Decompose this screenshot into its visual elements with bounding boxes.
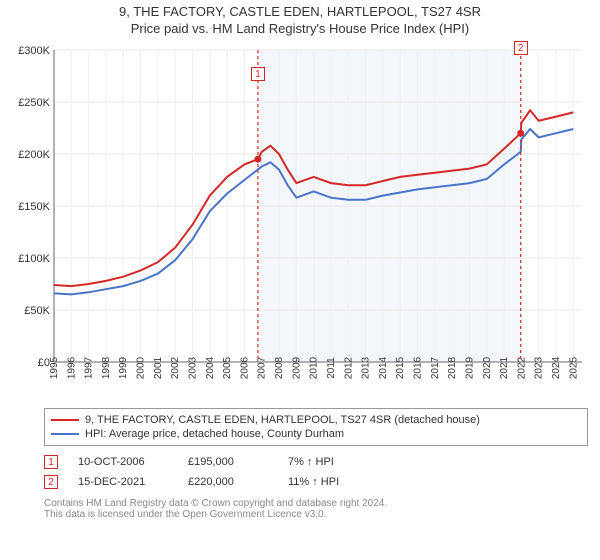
svg-text:1999: 1999 [118,356,129,379]
svg-text:2012: 2012 [343,356,354,379]
svg-text:2021: 2021 [499,356,510,379]
legend-label: 9, THE FACTORY, CASTLE EDEN, HARTLEPOOL,… [85,414,480,426]
sale-marker-1: 1 [251,67,265,81]
svg-text:2010: 2010 [309,356,320,379]
svg-text:2019: 2019 [464,356,475,379]
svg-text:2014: 2014 [378,356,389,379]
svg-text:2008: 2008 [274,356,285,379]
sale-date: 15-DEC-2021 [78,476,168,488]
svg-text:2017: 2017 [430,356,441,379]
svg-text:2003: 2003 [187,356,198,379]
svg-text:2002: 2002 [170,356,181,379]
svg-text:2023: 2023 [534,356,545,379]
svg-text:£150K: £150K [18,201,50,213]
svg-text:2013: 2013 [361,356,372,379]
sale-delta: 7% ↑ HPI [288,456,334,468]
title-line-2: Price paid vs. HM Land Registry's House … [0,21,600,36]
svg-text:1997: 1997 [84,356,95,379]
svg-text:2024: 2024 [551,356,562,379]
svg-text:£300K: £300K [18,45,50,57]
svg-text:2016: 2016 [413,356,424,379]
svg-text:£200K: £200K [18,149,50,161]
svg-text:1996: 1996 [66,356,77,379]
sale-row: 1 10-OCT-2006 £195,000 7% ↑ HPI [44,452,588,472]
svg-text:2005: 2005 [222,356,233,379]
svg-text:2004: 2004 [205,356,216,379]
svg-text:2001: 2001 [153,356,164,379]
legend-swatch [51,433,79,435]
legend-item: HPI: Average price, detached house, Coun… [51,427,581,441]
sale-price: £195,000 [188,456,268,468]
sale-row: 2 15-DEC-2021 £220,000 11% ↑ HPI [44,472,588,492]
svg-text:£50K: £50K [24,305,50,317]
footer-line-2: This data is licensed under the Open Gov… [44,509,588,520]
legend: 9, THE FACTORY, CASTLE EDEN, HARTLEPOOL,… [44,408,588,446]
sale-delta: 11% ↑ HPI [288,476,339,488]
svg-text:2025: 2025 [568,356,579,379]
footer-line-1: Contains HM Land Registry data © Crown c… [44,498,588,509]
chart-area: £0£50K£100K£150K£200K£250K£300K199519961… [10,42,590,402]
legend-label: HPI: Average price, detached house, Coun… [85,428,344,440]
svg-text:1998: 1998 [101,356,112,379]
sale-marker-2: 2 [514,41,528,55]
svg-text:2015: 2015 [395,356,406,379]
sale-events: 1 10-OCT-2006 £195,000 7% ↑ HPI 2 15-DEC-2021… [44,452,588,492]
svg-text:£250K: £250K [18,97,50,109]
title-line-1: 9, THE FACTORY, CASTLE EDEN, HARTLEPOOL,… [0,4,600,19]
sale-marker-icon: 2 [44,475,58,489]
sale-date: 10-OCT-2006 [78,456,168,468]
footer: Contains HM Land Registry data © Crown c… [44,498,588,520]
svg-text:2007: 2007 [257,356,268,379]
sale-price: £220,000 [188,476,268,488]
legend-item: 9, THE FACTORY, CASTLE EDEN, HARTLEPOOL,… [51,413,581,427]
svg-text:£100K: £100K [18,253,50,265]
svg-text:2011: 2011 [326,357,337,379]
sale-marker-icon: 1 [44,455,58,469]
svg-text:2009: 2009 [291,356,302,379]
svg-text:2018: 2018 [447,356,458,379]
svg-text:2020: 2020 [482,356,493,379]
line-chart: £0£50K£100K£150K£200K£250K£300K199519961… [10,42,590,402]
svg-text:2000: 2000 [136,356,147,379]
svg-text:2006: 2006 [239,356,250,379]
legend-swatch [51,419,79,421]
chart-titles: 9, THE FACTORY, CASTLE EDEN, HARTLEPOOL,… [0,4,600,36]
svg-text:2022: 2022 [516,356,527,379]
